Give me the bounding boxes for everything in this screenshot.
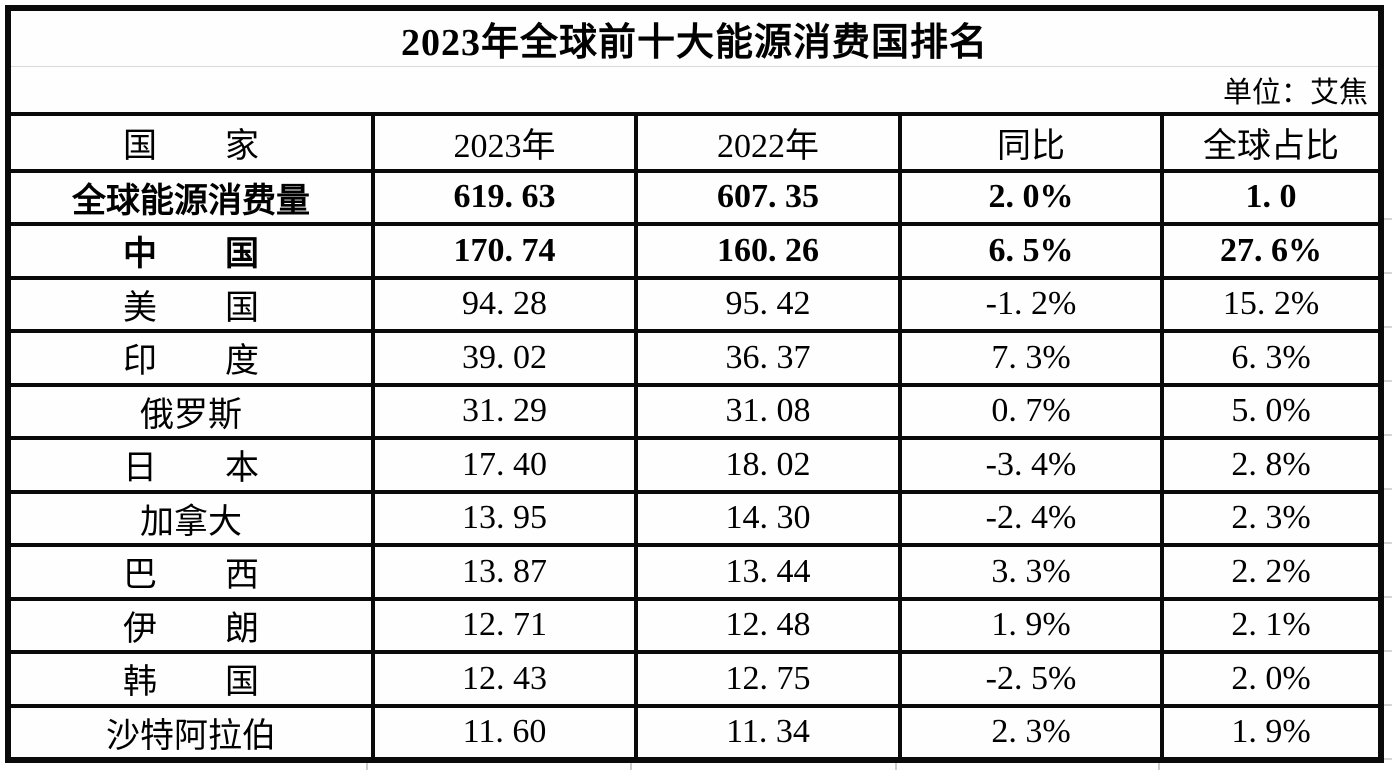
cell-share: 2. 8% (1160, 436, 1380, 494)
gridline-stubs-bottom (0, 763, 1392, 770)
cell-yoy: -3. 4% (898, 436, 1164, 494)
cell-2022-value: 95. 42 (634, 275, 902, 333)
cell-2023-value: 17. 40 (371, 436, 638, 494)
cell-yoy: 2. 3% (898, 703, 1164, 759)
column-header-2023: 2023年 (371, 114, 638, 173)
cell-yoy: 1. 9% (898, 596, 1164, 654)
cell-2022-value: 12. 75 (634, 650, 902, 708)
cell-2023-value: 619. 63 (371, 168, 638, 226)
table-row: 沙特阿拉伯 11. 60 11. 34 2. 3% 1. 9% (9, 703, 1380, 759)
cell-country: 俄罗斯 (9, 382, 375, 440)
unit-label: 单位：艾焦 (1222, 76, 1368, 109)
column-header-country: 国 家 (9, 114, 375, 173)
cell-country: 印 度 (9, 329, 375, 387)
cell-country: 美 国 (9, 275, 375, 333)
cell-2023-value: 31. 29 (371, 382, 638, 440)
cell-share: 2. 0% (1160, 650, 1380, 708)
unit-row: 单位：艾焦 (11, 67, 1378, 116)
column-header-2022: 2022年 (634, 114, 902, 173)
cell-share: 15. 2% (1160, 275, 1380, 333)
cell-2022-value: 12. 48 (634, 596, 902, 654)
cell-2022-value: 14. 30 (634, 489, 902, 547)
cell-2023-value: 13. 87 (371, 543, 638, 601)
page-title: 2023年全球前十大能源消费国排名 (400, 22, 988, 64)
cell-share: 5. 0% (1160, 382, 1380, 440)
cell-share: 1. 9% (1160, 703, 1380, 759)
cell-yoy: -2. 4% (898, 489, 1164, 547)
cell-2022-value: 18. 02 (634, 436, 902, 494)
table-row: 日 本 17. 40 18. 02 -3. 4% 2. 8% (9, 436, 1380, 494)
table-row: 美 国 94. 28 95. 42 -1. 2% 15. 2% (9, 275, 1380, 333)
cell-2022-value: 36. 37 (634, 329, 902, 387)
cell-yoy: 3. 3% (898, 543, 1164, 601)
table-row: 中 国 170. 74 160. 26 6. 5% 27. 6% (9, 222, 1380, 280)
cell-2022-value: 31. 08 (634, 382, 902, 440)
column-header-yoy: 同比 (898, 114, 1164, 173)
cell-country: 伊 朗 (9, 596, 375, 654)
cell-2023-value: 13. 95 (371, 489, 638, 547)
cell-country: 沙特阿拉伯 (9, 703, 375, 759)
cell-2022-value: 11. 34 (634, 703, 902, 759)
table-row: 加拿大 13. 95 14. 30 -2. 4% 2. 3% (9, 489, 1380, 547)
cell-2023-value: 11. 60 (371, 703, 638, 759)
energy-ranking-table: 2023年全球前十大能源消费国排名 单位：艾焦 国 家 2023年 2022年 … (5, 5, 1384, 763)
cell-2023-value: 94. 28 (371, 275, 638, 333)
cell-2023-value: 170. 74 (371, 222, 638, 280)
cell-yoy: 0. 7% (898, 382, 1164, 440)
cell-2023-value: 12. 43 (371, 650, 638, 708)
cell-share: 27. 6% (1160, 222, 1380, 280)
table-row: 全球能源消费量 619. 63 607. 35 2. 0% 1. 0 (9, 168, 1380, 226)
cell-share: 2. 1% (1160, 596, 1380, 654)
column-header-share: 全球占比 (1160, 114, 1380, 173)
cell-country: 日 本 (9, 436, 375, 494)
table-row: 巴 西 13. 87 13. 44 3. 3% 2. 2% (9, 543, 1380, 601)
cell-2022-value: 13. 44 (634, 543, 902, 601)
cell-yoy: 7. 3% (898, 329, 1164, 387)
cell-share: 2. 2% (1160, 543, 1380, 601)
cell-yoy: 2. 0% (898, 168, 1164, 226)
data-table: 国 家 2023年 2022年 同比 全球占比 全球能源消费量 619. 63 … (9, 114, 1380, 759)
gridline-stubs-right (1384, 166, 1392, 766)
cell-country: 全球能源消费量 (9, 168, 375, 226)
table-row: 俄罗斯 31. 29 31. 08 0. 7% 5. 0% (9, 382, 1380, 440)
table-header-row: 国 家 2023年 2022年 同比 全球占比 (9, 114, 1380, 173)
cell-share: 6. 3% (1160, 329, 1380, 387)
cell-country: 巴 西 (9, 543, 375, 601)
table-title-row: 2023年全球前十大能源消费国排名 (11, 11, 1378, 67)
cell-yoy: 6. 5% (898, 222, 1164, 280)
cell-country: 韩 国 (9, 650, 375, 708)
table-row: 韩 国 12. 43 12. 75 -2. 5% 2. 0% (9, 650, 1380, 708)
cell-country: 加拿大 (9, 489, 375, 547)
table-row: 伊 朗 12. 71 12. 48 1. 9% 2. 1% (9, 596, 1380, 654)
table-body: 国 家 2023年 2022年 同比 全球占比 全球能源消费量 619. 63 … (9, 114, 1380, 759)
cell-2022-value: 160. 26 (634, 222, 902, 280)
cell-country: 中 国 (9, 222, 375, 280)
cell-yoy: -2. 5% (898, 650, 1164, 708)
table-row: 印 度 39. 02 36. 37 7. 3% 6. 3% (9, 329, 1380, 387)
cell-2023-value: 39. 02 (371, 329, 638, 387)
cell-2022-value: 607. 35 (634, 168, 902, 226)
cell-2023-value: 12. 71 (371, 596, 638, 654)
cell-yoy: -1. 2% (898, 275, 1164, 333)
cell-share: 2. 3% (1160, 489, 1380, 547)
cell-share: 1. 0 (1160, 168, 1380, 226)
